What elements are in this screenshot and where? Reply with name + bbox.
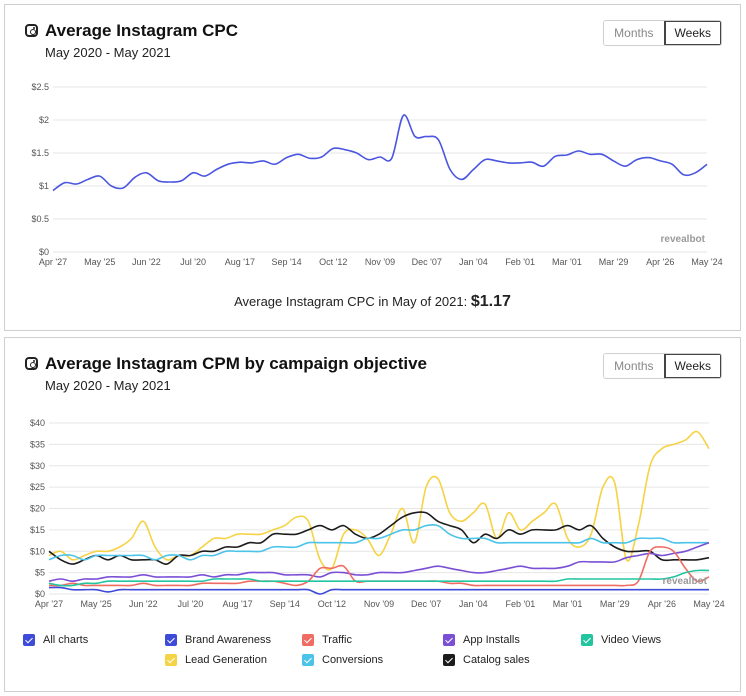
checkbox-icon[interactable] [443,654,455,666]
cpm-title: Average Instagram CPM by campaign object… [45,354,427,373]
cpm-y-tick-label: $10 [30,546,45,556]
legend-label: All charts [43,634,89,646]
legend-label: Catalog sales [463,654,530,666]
cpm-x-tick-label: Jan '04 [459,599,488,609]
cpm-x-tick-label: Apr '26 [648,599,676,609]
cpm-card: Average Instagram CPM by campaign object… [4,337,741,692]
legend-label: Lead Generation [185,654,267,666]
legend-label: Conversions [322,654,384,666]
cpm-y-tick-label: $5 [35,568,45,578]
cpc-y-tick-label: $0 [39,247,49,257]
cpm-x-tick-label: Apr '27 [35,599,63,609]
cpc-summary-label: Average Instagram CPC in May of 2021: [234,294,468,309]
cpm-series-line-brand-awareness [48,586,709,595]
checkbox-icon[interactable] [581,634,593,646]
cpm-weeks-button[interactable]: Weeks [663,354,721,378]
cpc-x-tick-label: May '25 [84,257,115,267]
cpc-x-tick-label: Apr '26 [646,257,674,267]
legend-label: App Installs [463,634,520,646]
checkbox-icon[interactable] [302,654,314,666]
cpc-x-tick-label: Mar '01 [552,257,582,267]
cpm-legend: All charts Brand Awareness Traffic App Inst… [23,634,723,678]
cpm-series-line-conversions [48,524,709,561]
cpm-x-tick-label: Jun '22 [129,599,158,609]
cpm-y-tick-label: $20 [30,504,45,514]
checkbox-icon[interactable] [302,634,314,646]
cpm-x-tick-label: Feb '01 [506,599,536,609]
cpm-series-line-video-views [48,569,710,587]
checkbox-icon[interactable] [23,634,35,646]
legend-item-app-installs[interactable]: App Installs [443,634,520,646]
cpc-x-tick-label: Dec '07 [412,257,442,267]
cpc-x-tick-label: Mar '29 [599,257,629,267]
cpm-y-tick-label: $0 [35,589,45,599]
cpc-summary: Average Instagram CPC in May of 2021: $1… [5,293,740,311]
cpc-x-tick-label: Nov '09 [365,257,395,267]
cpm-y-tick-label: $15 [30,525,45,535]
legend-label: Brand Awareness [185,634,272,646]
cpc-x-tick-label: Jul '20 [180,257,206,267]
cpm-x-tick-label: Mar '01 [553,599,583,609]
cpc-x-tick-label: Feb '01 [505,257,535,267]
cpm-y-tick-label: $40 [30,418,45,428]
cpm-y-tick-label: $35 [30,439,45,449]
cpm-x-tick-label: May '24 [693,599,724,609]
cpc-title: Average Instagram CPC [45,21,239,40]
cpm-months-button[interactable]: Months [604,354,664,378]
cpm-series-line-lead-generation [48,430,710,571]
cpc-x-tick-label: Apr '27 [39,257,67,267]
legend-item-conversions[interactable]: Conversions [302,654,383,666]
cpc-y-tick-label: $0.5 [31,214,49,224]
cpm-series-line-app-installs [48,541,710,582]
cpc-y-tick-label: $2 [39,115,49,125]
instagram-icon [25,357,38,370]
cpc-y-tick-label: $1.5 [31,148,49,158]
cpc-period-toggle: Months Weeks [603,20,722,46]
cpm-x-tick-label: Sep '14 [270,599,300,609]
cpc-x-tick-label: Sep '14 [271,257,301,267]
cpm-x-tick-label: Nov '09 [364,599,394,609]
legend-item-traffic[interactable]: Traffic [302,634,352,646]
cpc-x-tick-label: Jun '22 [132,257,161,267]
cpc-weeks-button[interactable]: Weeks [663,21,721,45]
cpm-x-tick-label: May '25 [81,599,112,609]
cpc-x-tick-label: Jan '04 [459,257,488,267]
cpm-y-tick-label: $25 [30,482,45,492]
checkbox-icon[interactable] [443,634,455,646]
cpc-watermark: revealbot [661,234,706,245]
legend-item-video-views[interactable]: Video Views [581,634,661,646]
cpm-x-tick-label: Jul '20 [178,599,204,609]
legend-item-lead-generation[interactable]: Lead Generation [165,654,267,666]
cpm-x-tick-label: Dec '07 [411,599,441,609]
legend-item-brand-awareness[interactable]: Brand Awareness [165,634,271,646]
legend-item-catalog-sales[interactable]: Catalog sales [443,654,530,666]
cpc-subtitle: May 2020 - May 2021 [45,45,171,60]
cpm-x-tick-label: Oct '12 [318,599,346,609]
cpm-watermark: revealbot [663,576,708,587]
cpm-series-line-catalog-sales [48,511,710,565]
checkbox-icon[interactable] [165,654,177,666]
cpc-x-tick-label: May '24 [691,257,722,267]
cpc-chart[interactable]: $0 $0.5 $1 $1.5 $2 $2.5 Apr '27 May '25 Jun '22 J… [5,5,740,285]
legend-item-all-charts[interactable]: All charts [23,634,88,646]
cpc-card: Average Instagram CPC May 2020 - May 202… [4,4,741,331]
cpm-chart[interactable]: $0 $5 $10 $15 $20 $25 $30 $35 $40 Apr '27 May '25 J… [5,338,740,618]
cpm-y-tick-label: $30 [30,461,45,471]
checkbox-icon[interactable] [165,634,177,646]
cpm-series-line-traffic [48,546,710,587]
cpm-x-tick-label: Mar '29 [600,599,630,609]
cpc-x-tick-label: Oct '12 [319,257,347,267]
cpc-summary-value: $1.17 [470,293,511,310]
cpc-y-tick-label: $1 [39,181,49,191]
legend-label: Traffic [322,634,352,646]
cpc-y-tick-label: $2.5 [31,82,49,92]
cpm-x-tick-label: Aug '17 [222,599,252,609]
cpc-series-line [52,114,708,192]
legend-label: Video Views [601,634,662,646]
cpc-months-button[interactable]: Months [604,21,664,45]
cpm-subtitle: May 2020 - May 2021 [45,378,171,393]
cpc-x-tick-label: Aug '17 [225,257,255,267]
instagram-icon [25,24,38,37]
cpm-period-toggle: Months Weeks [603,353,722,379]
